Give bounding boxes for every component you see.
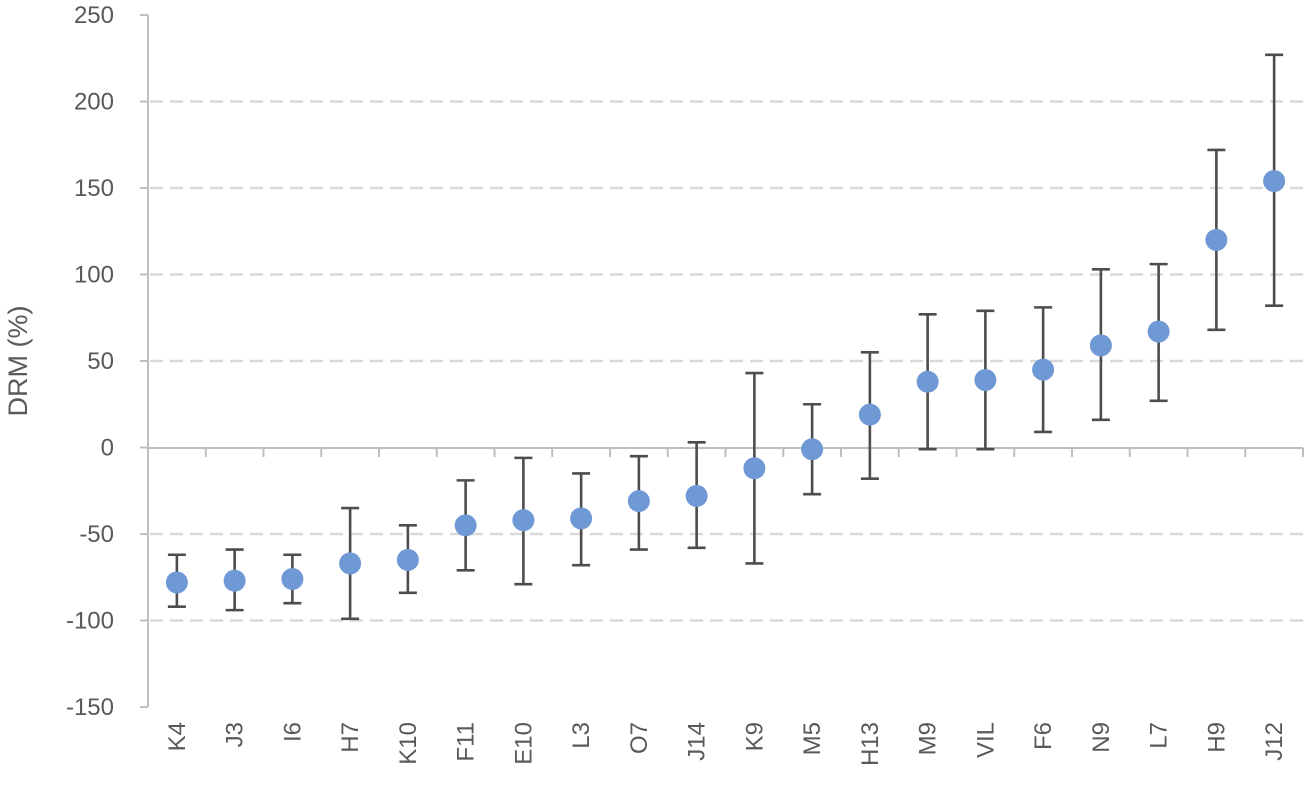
y-tick-label: -100 <box>66 608 114 635</box>
x-tick-label: H13 <box>857 722 884 766</box>
x-tick-label: E10 <box>510 722 537 765</box>
data-point <box>454 514 477 537</box>
y-tick-label: 200 <box>74 89 114 116</box>
gridlines <box>150 100 1303 622</box>
x-tick-label: VIL <box>972 722 999 758</box>
data-point <box>339 552 362 575</box>
data-point <box>281 567 304 590</box>
y-tick-labels: 250 200 150 100 50 0 -50 -100 -150 <box>66 2 114 721</box>
x-tick-label: J12 <box>1261 722 1288 761</box>
x-tick-label: I6 <box>279 722 306 742</box>
x-tick-label: J3 <box>222 722 249 747</box>
y-tick-label: 250 <box>74 2 114 29</box>
data-point <box>570 507 593 530</box>
x-tick-label: H7 <box>337 722 364 753</box>
data-point <box>1263 170 1286 193</box>
x-tick-label: J14 <box>684 722 711 761</box>
data-point <box>743 457 766 480</box>
y-tick-label: -50 <box>79 521 114 548</box>
data-point <box>396 548 419 571</box>
y-tick-label: 50 <box>87 348 114 375</box>
x-tick-label: L7 <box>1146 722 1173 749</box>
data-point <box>1205 228 1228 251</box>
x-tick-label: F11 <box>453 722 480 762</box>
x-tick-label: O7 <box>626 722 653 754</box>
x-tick-label: L3 <box>568 722 595 749</box>
y-tick-label: 150 <box>74 175 114 202</box>
data-point <box>858 403 881 426</box>
data-point <box>801 438 824 461</box>
data-points <box>165 170 1286 594</box>
data-point <box>685 484 708 507</box>
axes <box>140 14 1304 708</box>
data-point <box>974 369 997 392</box>
y-tick-label: -150 <box>66 694 114 721</box>
x-tick-labels: K4 J3 I6 H7 K10 F11 E10 L3 O7 J14 K9 M5 H13 M9 VIL F6 N9… <box>164 722 1288 766</box>
x-tick-label: F6 <box>1030 722 1057 750</box>
data-point <box>223 569 246 592</box>
data-point <box>1089 334 1112 357</box>
x-tick-label: M5 <box>799 722 826 755</box>
y-tick-label: 100 <box>74 262 114 289</box>
y-axis-title: DRM (%) <box>3 306 33 417</box>
data-point <box>165 571 188 594</box>
data-point <box>512 509 535 532</box>
data-point <box>1032 358 1055 381</box>
data-point <box>916 370 939 393</box>
data-point <box>627 490 650 513</box>
x-tick-label: K9 <box>741 722 768 751</box>
data-point <box>1147 320 1170 343</box>
x-tick-label: K10 <box>395 722 422 765</box>
x-tick-label: K4 <box>164 722 191 751</box>
y-tick-label: 0 <box>101 435 114 462</box>
x-tick-label: H9 <box>1203 722 1230 753</box>
x-tick-label: M9 <box>915 722 942 755</box>
x-tick-label: N9 <box>1088 722 1115 753</box>
